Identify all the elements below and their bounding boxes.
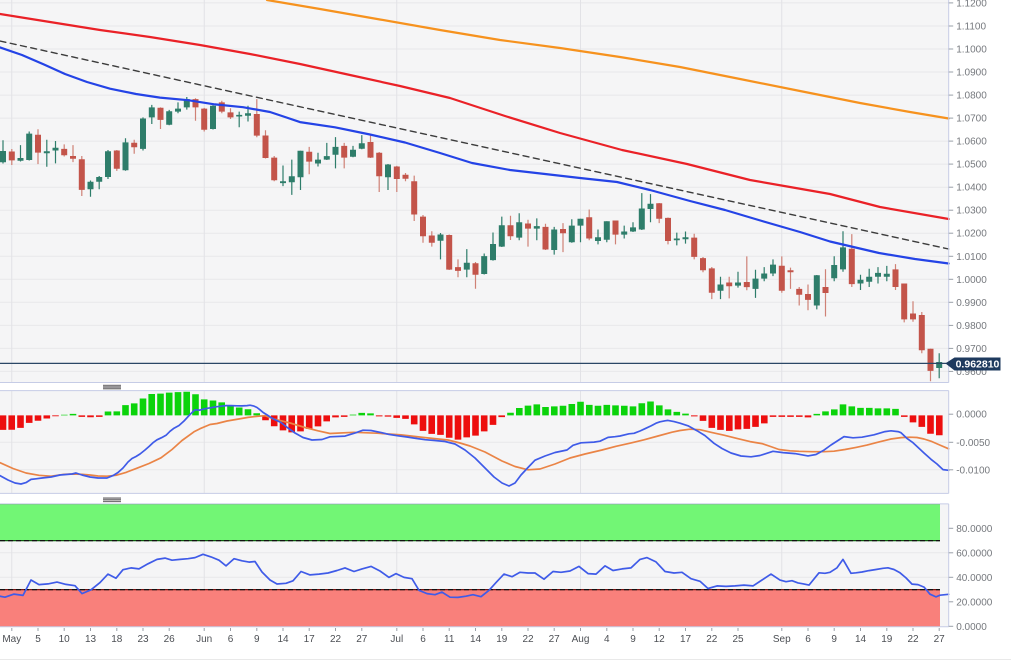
- svg-text:1.0600: 1.0600: [956, 137, 987, 148]
- svg-text:27: 27: [356, 634, 368, 645]
- svg-text:80.0000: 80.0000: [956, 524, 993, 535]
- svg-text:0.9900: 0.9900: [956, 298, 987, 309]
- svg-text:0.0000: 0.0000: [956, 410, 987, 421]
- svg-text:9: 9: [254, 634, 260, 645]
- svg-text:27: 27: [549, 634, 561, 645]
- svg-text:4: 4: [604, 634, 610, 645]
- svg-text:11: 11: [444, 634, 455, 645]
- svg-text:Jun: Jun: [196, 634, 212, 645]
- svg-text:22: 22: [706, 634, 718, 645]
- svg-text:1.0300: 1.0300: [956, 206, 987, 217]
- svg-text:10: 10: [59, 634, 71, 645]
- svg-text:1.0800: 1.0800: [956, 91, 987, 102]
- svg-text:1.0500: 1.0500: [956, 160, 987, 171]
- svg-text:12: 12: [654, 634, 666, 645]
- svg-text:Aug: Aug: [572, 634, 590, 645]
- svg-text:0.9800: 0.9800: [956, 321, 987, 332]
- svg-text:19: 19: [881, 634, 893, 645]
- svg-text:60.0000: 60.0000: [956, 548, 993, 559]
- svg-text:14: 14: [855, 634, 867, 645]
- svg-text:6: 6: [420, 634, 426, 645]
- svg-text:0.9700: 0.9700: [956, 344, 987, 355]
- svg-text:23: 23: [137, 634, 149, 645]
- svg-text:13: 13: [85, 634, 97, 645]
- svg-text:1.1200: 1.1200: [956, 0, 987, 9]
- svg-text:22: 22: [522, 634, 534, 645]
- svg-text:-0.0100: -0.0100: [956, 465, 990, 476]
- svg-text:9: 9: [831, 634, 837, 645]
- svg-text:18: 18: [111, 634, 123, 645]
- svg-text:0.0000: 0.0000: [956, 622, 987, 633]
- svg-text:22: 22: [907, 634, 919, 645]
- svg-text:27: 27: [934, 634, 946, 645]
- svg-text:6: 6: [228, 634, 234, 645]
- svg-text:20.0000: 20.0000: [956, 597, 993, 608]
- svg-text:May: May: [2, 634, 21, 645]
- svg-text:-0.0050: -0.0050: [956, 438, 990, 449]
- svg-text:1.0900: 1.0900: [956, 68, 987, 79]
- svg-text:14: 14: [470, 634, 482, 645]
- svg-text:Jul: Jul: [390, 634, 403, 645]
- svg-text:6: 6: [805, 634, 811, 645]
- svg-text:17: 17: [304, 634, 316, 645]
- svg-text:1.0700: 1.0700: [956, 114, 987, 125]
- svg-text:19: 19: [496, 634, 508, 645]
- svg-text:17: 17: [680, 634, 692, 645]
- svg-text:Sep: Sep: [773, 634, 791, 645]
- svg-text:0.962810: 0.962810: [956, 358, 1000, 370]
- svg-text:14: 14: [277, 634, 289, 645]
- svg-text:1.0100: 1.0100: [956, 252, 987, 263]
- svg-text:1.0200: 1.0200: [956, 229, 987, 240]
- svg-text:1.0400: 1.0400: [956, 183, 987, 194]
- svg-text:9: 9: [630, 634, 636, 645]
- svg-text:0.9600: 0.9600: [956, 367, 987, 378]
- svg-text:1.1000: 1.1000: [956, 45, 987, 56]
- svg-text:26: 26: [164, 634, 176, 645]
- svg-text:1.1100: 1.1100: [956, 22, 986, 33]
- svg-text:5: 5: [35, 634, 41, 645]
- svg-text:25: 25: [732, 634, 744, 645]
- svg-text:1.0000: 1.0000: [956, 275, 987, 286]
- svg-text:22: 22: [330, 634, 342, 645]
- svg-text:40.0000: 40.0000: [956, 573, 993, 584]
